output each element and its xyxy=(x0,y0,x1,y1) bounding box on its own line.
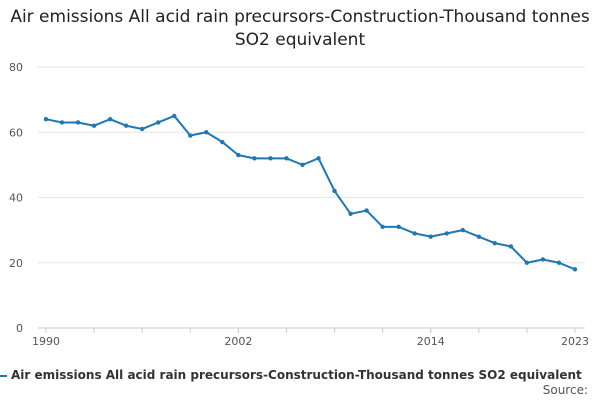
data-point[interactable] xyxy=(43,117,49,122)
legend[interactable]: Air emissions All acid rain precursors-C… xyxy=(0,367,600,385)
data-point[interactable] xyxy=(139,126,145,132)
data-point[interactable] xyxy=(524,260,530,265)
series-group xyxy=(43,113,578,272)
source-label: Source: xyxy=(542,383,588,397)
y-tick-label: 80 xyxy=(9,61,23,74)
data-point[interactable] xyxy=(492,240,498,246)
data-point[interactable] xyxy=(220,139,225,145)
data-point[interactable] xyxy=(300,162,305,168)
data-point[interactable] xyxy=(476,234,482,239)
x-tick-label: 1990 xyxy=(32,335,60,348)
gridlines xyxy=(38,66,585,264)
data-point[interactable] xyxy=(204,130,209,135)
y-axis: 0 20 40 60 80 xyxy=(9,61,23,335)
data-point[interactable] xyxy=(268,156,273,161)
data-point[interactable] xyxy=(348,211,353,217)
data-point[interactable] xyxy=(252,156,257,161)
data-point[interactable] xyxy=(188,133,193,138)
data-point[interactable] xyxy=(412,231,417,236)
data-point[interactable] xyxy=(75,120,81,125)
data-point[interactable] xyxy=(332,188,337,194)
y-tick-label: 0 xyxy=(16,322,23,335)
data-point[interactable] xyxy=(540,257,546,262)
legend-swatch xyxy=(0,375,7,377)
y-tick-label: 20 xyxy=(9,257,23,270)
data-point[interactable] xyxy=(236,152,241,158)
data-point[interactable] xyxy=(396,224,401,230)
data-point[interactable] xyxy=(556,260,562,265)
data-point[interactable] xyxy=(156,120,161,125)
data-point[interactable] xyxy=(91,123,97,128)
data-point[interactable] xyxy=(123,123,129,128)
data-point[interactable] xyxy=(284,156,289,161)
data-point[interactable] xyxy=(107,117,113,122)
data-point[interactable] xyxy=(444,231,449,236)
y-tick-label: 60 xyxy=(9,126,23,139)
data-point[interactable] xyxy=(572,267,578,272)
x-tick-label: 2002 xyxy=(224,335,252,348)
data-point[interactable] xyxy=(172,113,177,119)
data-point[interactable] xyxy=(380,224,385,230)
x-tick-label: 2014 xyxy=(417,335,445,348)
legend-label: Air emissions All acid rain precursors-C… xyxy=(11,368,582,382)
series-line xyxy=(45,114,576,271)
data-point[interactable] xyxy=(364,208,369,213)
x-tick-label: 2023 xyxy=(561,335,589,348)
x-axis: 1990 2002 2014 2023 xyxy=(32,327,589,348)
y-tick-label: 40 xyxy=(9,192,23,205)
data-point[interactable] xyxy=(428,234,433,239)
data-point[interactable] xyxy=(460,227,465,233)
chart-title: Air emissions All acid rain precursors-C… xyxy=(10,7,590,50)
data-point[interactable] xyxy=(59,120,65,125)
data-point[interactable] xyxy=(316,156,321,161)
data-point[interactable] xyxy=(508,244,514,249)
